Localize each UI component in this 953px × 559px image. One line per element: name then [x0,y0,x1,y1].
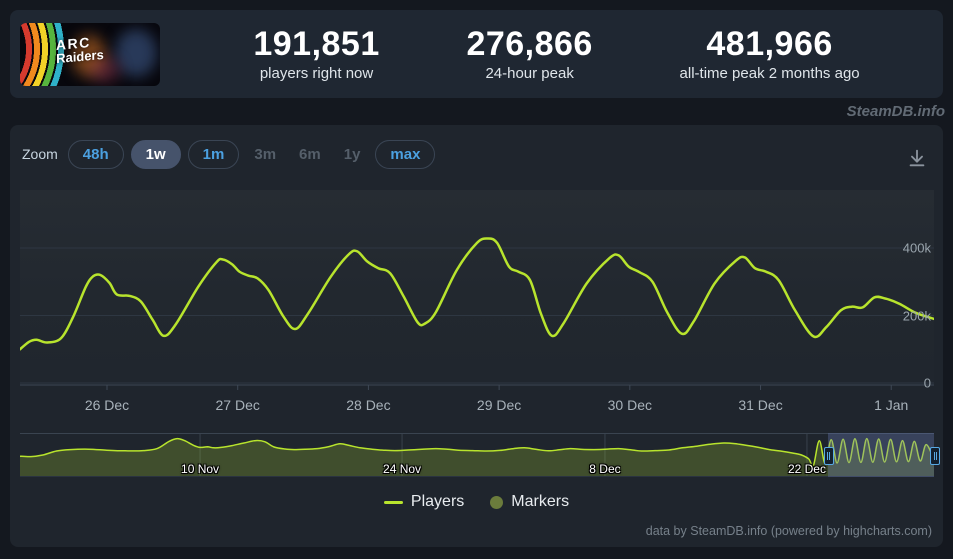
stat-label: 24-hour peak [485,65,574,82]
download-chart-icon[interactable] [906,147,928,169]
game-logo-line2: Raiders [56,46,104,66]
stat-label: all-time peak 2 months ago [679,65,860,82]
stat-label: players right now [259,65,374,82]
stat-value: 481,966 [706,25,833,63]
capsule-art-blob [72,34,106,77]
zoom-button-1w[interactable]: 1w [130,139,181,169]
legend-item-markers[interactable]: Markers [490,493,569,511]
legend-label: Markers [511,493,570,510]
y-axis-tick-label: 0 [923,375,931,391]
zoom-button-3m: 3m [246,140,284,169]
capsule-art-blob [90,56,120,83]
chart-legend: Players Markers [10,493,943,511]
stat-24h-peak: 276,866 24-hour peak [466,26,592,82]
stat-alltime-peak: 481,966 all-time peak 2 months ago [680,26,860,82]
chart-credits: data by SteamDB.info (powered by highcha… [645,524,932,538]
zoom-button-max[interactable]: max [375,139,436,169]
x-axis-tick-label: 31 Dec [738,397,783,413]
legend-item-players[interactable]: Players [383,493,465,511]
stat-value: 191,851 [253,25,380,63]
legend-label: Players [410,493,465,510]
x-axis-tick-label: 27 Dec [215,397,260,413]
navigator-tick-label: 10 Nov [181,462,220,476]
navigator-mini-chart[interactable] [20,433,934,477]
navigator-left-handle[interactable] [823,447,834,465]
y-axis-tick-label: 400k [902,240,931,256]
capsule-art-blob [115,28,157,77]
navigator-tick-label: 8 Dec [589,462,621,476]
game-logo: ARC Raiders [56,34,104,66]
chart-panel: Zoom 48h 1w 1m 3m 6m 1y max 400k 200k 0 26… [10,125,943,547]
zoom-button-1y: 1y [336,140,369,169]
stat-value: 276,866 [466,25,593,63]
zoom-button-48h[interactable]: 48h [67,139,124,169]
x-axis-tick-label: 28 Dec [346,397,391,413]
x-axis-tick-label: 29 Dec [476,397,522,413]
player-stats: 191,851 players right now 276,866 24-hou… [150,26,943,82]
players-line-swatch [383,500,403,504]
x-axis-tick-label: 30 Dec [607,397,652,413]
header-stats-panel: ARC Raiders 191,851 players right now 27… [10,10,943,98]
zoom-button-1m[interactable]: 1m [187,139,240,169]
players-line-chart[interactable] [20,190,934,390]
navigator-tick-label: 24 Nov [383,462,422,476]
y-axis-tick-label: 200k [902,308,931,323]
game-capsule-image[interactable]: ARC Raiders [20,22,160,86]
zoom-button-6m: 6m [291,140,329,169]
x-axis-tick-label: 1 Jan [874,397,909,413]
zoom-label: Zoom [22,146,58,162]
steamdb-watermark: SteamDB.info [846,103,945,120]
navigator-right-handle[interactable] [930,447,940,465]
markers-dot-swatch [490,495,504,509]
zoom-toolbar: Zoom 48h 1w 1m 3m 6m 1y max [22,139,436,169]
x-axis-tick-label: 26 Dec [84,397,130,413]
navigator-selected-range[interactable] [827,433,934,477]
stat-current-players: 191,851 players right now [253,26,379,82]
navigator-tick-label: 22 Dec [787,462,826,476]
